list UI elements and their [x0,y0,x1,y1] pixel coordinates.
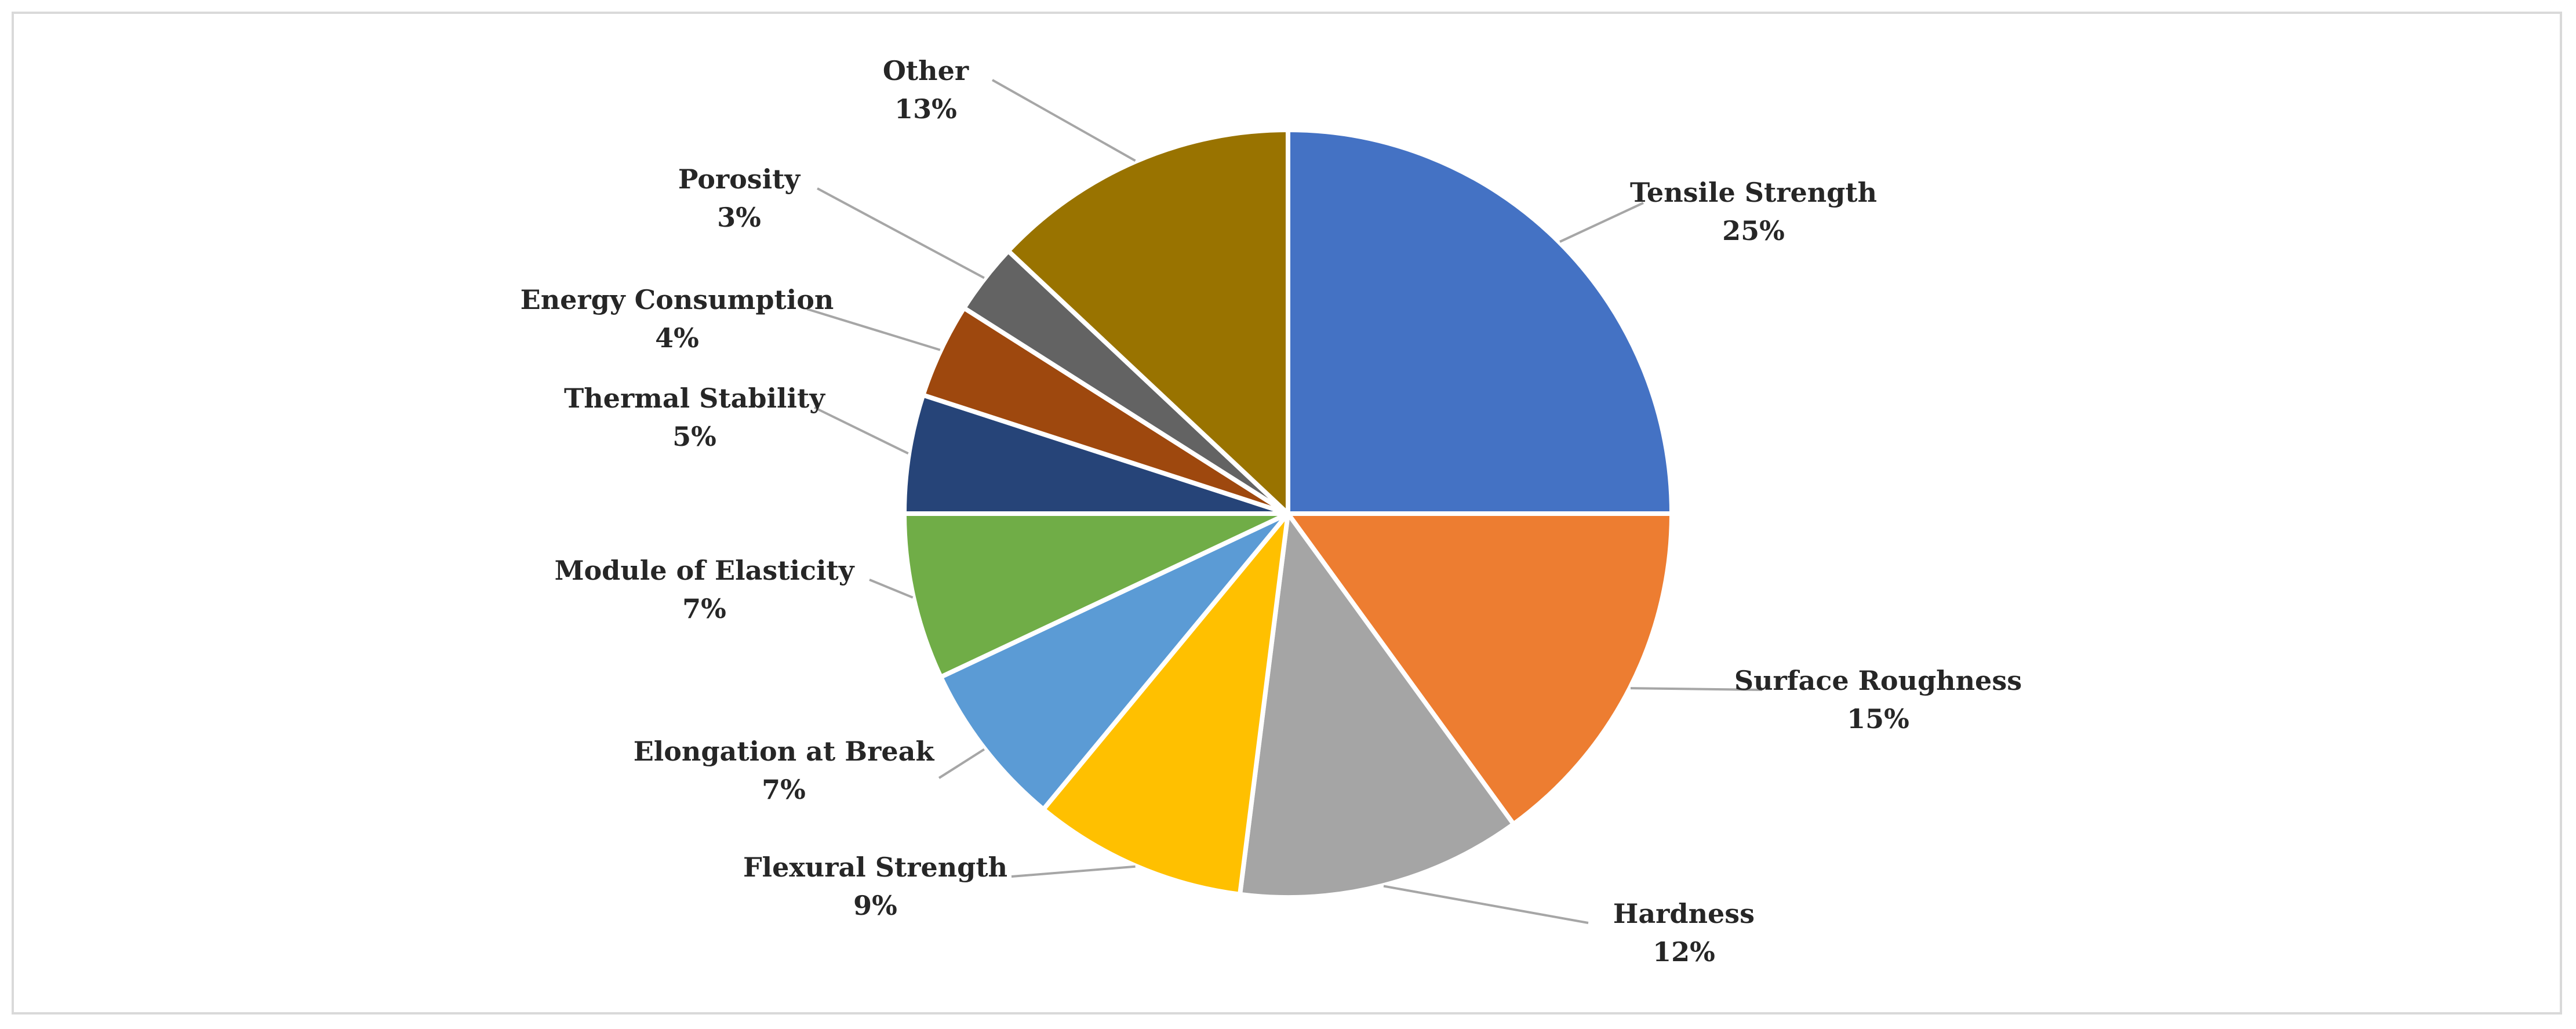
slice-label-hardness: Hardness [1613,898,1755,929]
slice-percent-flexural-strength: 9% [853,890,897,921]
slice-percent-tensile-strength: 25% [1722,215,1785,246]
leader-line-flexural-strength [1011,865,1136,878]
leader-line-hardness [1383,885,1589,924]
slice-percent-thermal-stability: 5% [672,421,716,452]
pie-slice-other [1006,128,1290,516]
leader-lines [806,79,1763,924]
pie-slice-hardness [1238,511,1516,900]
slice-percent-module-of-elasticity: 7% [682,593,726,624]
leader-line-other [992,79,1136,162]
slice-label-energy-consumption: Energy Consumption [521,284,834,315]
pie-slice-tensile-strength [1286,128,1674,516]
leader-line-energy-consumption [806,308,941,351]
slice-label-flexural-strength: Flexural Strength [743,852,1007,883]
leader-line-porosity [817,187,985,279]
leader-line-surface-roughness [1630,687,1763,691]
slice-label-thermal-stability: Thermal Stability [564,383,825,414]
slice-percent-hardness: 12% [1653,936,1715,968]
leader-line-elongation-at-break [938,748,985,779]
pie-slices [902,128,1674,900]
pie-slice-module-of-elasticity [902,511,1290,679]
slice-label-porosity: Porosity [678,163,801,195]
leader-line-thermal-stability [814,406,909,454]
slice-percent-elongation-at-break: 7% [762,774,806,805]
slice-label-elongation-at-break: Elongation at Break [634,736,935,767]
leader-line-module-of-elasticity [869,579,914,599]
slice-percent-other: 13% [894,93,957,125]
leader-line-tensile-strength [1559,202,1644,243]
pie-slice-flexural-strength [1041,511,1290,897]
slice-label-module-of-elasticity: Module of Elasticity [555,555,855,586]
slice-label-tensile-strength: Tensile Strength [1630,177,1877,208]
pie-slice-surface-roughness [1286,511,1674,827]
data-labels: Tensile Strength 25% Surface Roughness 15% H… [521,55,2022,968]
slice-label-surface-roughness: Surface Roughness [1734,665,2022,696]
pie-slice-elongation-at-break [938,511,1290,812]
slice-percent-energy-consumption: 4% [655,322,699,354]
slice-percent-surface-roughness: 15% [1847,703,1909,735]
slice-label-other: Other [883,55,969,86]
slice-percent-porosity: 3% [717,202,761,233]
